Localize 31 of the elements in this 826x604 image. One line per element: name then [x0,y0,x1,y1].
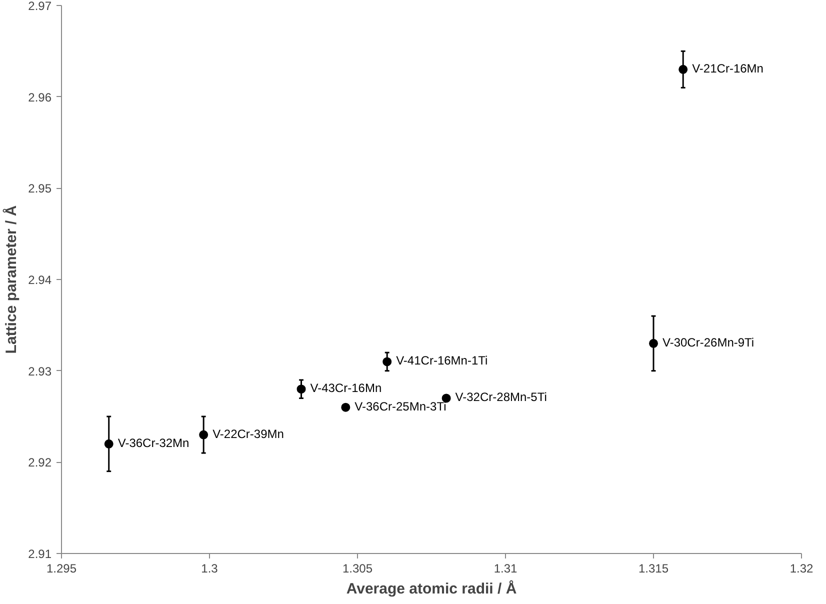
data-label: V-21Cr-16Mn [692,61,764,76]
point [104,439,114,448]
y-tick-label: 2.94 [28,273,52,287]
point [382,357,392,366]
point [199,430,208,440]
x-tick-label: 1.315 [638,562,669,576]
data-label: V-41Cr-16Mn-1Ti [396,354,488,368]
y-tick-label: 2.96 [28,90,52,104]
point [442,394,451,403]
point [678,64,688,74]
x-axis-title: Average atomic radii / Å [346,580,517,598]
data-label: V-36Cr-32Mn [118,436,190,450]
x-tick-label: 1.32 [790,562,814,576]
x-tick-label: 1.31 [494,562,518,576]
y-tick-label: 2.92 [28,456,52,470]
data-label: V-30Cr-26Mn-9Ti [662,335,754,350]
data-label: V-22Cr-39Mn [212,426,284,441]
y-tick-label: 2.95 [28,182,52,196]
point [341,402,350,412]
data-label: V-36Cr-25Mn-3Ti [354,399,446,414]
y-axis-title: Lattice parameter / Å [2,205,20,354]
y-tick-label: 2.93 [28,364,52,378]
data-label: V-43Cr-16Mn [310,381,382,396]
x-tick-label: 1.305 [342,562,373,576]
point [296,384,306,394]
point [649,338,658,348]
x-tick-label: 1.3 [201,562,218,576]
y-tick-label: 2.91 [28,547,52,561]
data-label: V-32Cr-28Mn-5Ti [455,390,547,404]
x-tick-label: 1.295 [46,562,77,576]
y-tick-label: 2.97 [28,0,52,13]
